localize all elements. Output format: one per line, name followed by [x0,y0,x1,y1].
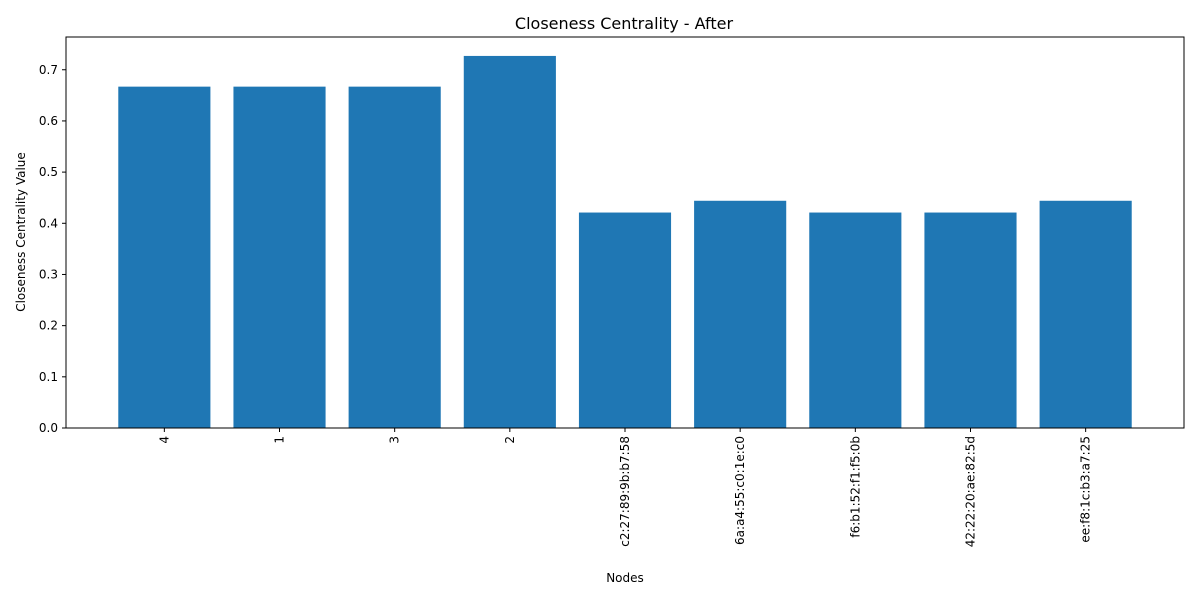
bar-2 [348,86,441,428]
y-tick-label-7: 0.7 [39,63,58,77]
x-tick-label-1: 1 [273,436,287,444]
bar-3 [463,55,556,429]
bar-0 [118,86,211,428]
y-axis: 0.0 0.1 0.2 0.3 0.4 0.5 0.6 0.7 [39,63,66,435]
bar-4 [578,212,672,428]
x-tick-label-5: 6a:a4:55:c0:1e:c0 [733,436,747,545]
bar-7 [924,212,1017,428]
bar-6 [809,212,902,428]
bar-8 [1039,200,1132,428]
y-axis-label: Closeness Centrality Value [14,152,28,312]
x-tick-label-4: c2:27:89:9b:b7:58 [618,436,632,547]
x-tick-label-7: 42:22:20:ae:82:5d [963,436,977,547]
plot-frame [65,36,1185,429]
y-tick-label-0: 0.0 [39,421,58,435]
bar-5 [694,200,787,428]
x-tick-label-6: f6:b1:52:f1:f5:0b [848,436,862,538]
y-tick-label-4: 0.4 [39,216,58,230]
chart-title: Closeness Centrality - After [515,14,734,33]
x-axis-label: Nodes [606,571,644,585]
x-tick-label-0: 4 [157,436,171,444]
x-tick-label-8: ee:f8:1c:b3:a7:25 [1079,436,1093,543]
y-tick-label-6: 0.6 [39,114,58,128]
y-tick-label-5: 0.5 [39,165,58,179]
bars-group [118,55,1132,429]
bar-1 [233,86,326,428]
x-tick-label-3: 2 [503,436,517,444]
x-axis: 4 1 3 2 c2:27:89:9b:b7:58 6a:a4:55:c0:1e:c0 f6… [157,428,1093,547]
x-tick-label-2: 3 [388,436,402,444]
y-tick-label-2: 0.2 [39,319,58,333]
y-tick-label-1: 0.1 [39,370,58,384]
y-tick-label-3: 0.3 [39,267,58,281]
